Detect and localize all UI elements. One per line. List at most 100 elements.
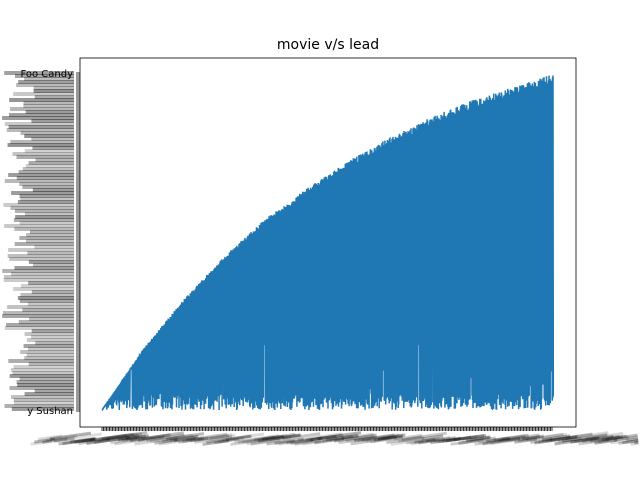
x-tick-label-mark bbox=[53, 436, 75, 443]
y-tick-label-mark bbox=[13, 365, 74, 369]
y-tick-label-mark bbox=[2, 269, 75, 273]
y-tick-label-mark bbox=[22, 185, 75, 189]
y-tick-label-mark bbox=[17, 200, 74, 204]
y-tick-label-mark bbox=[28, 281, 74, 285]
x-tick-label-mark bbox=[501, 434, 526, 441]
x-tick-label-mark bbox=[461, 434, 491, 442]
x-tick-label-mark bbox=[129, 433, 171, 443]
y-tick-label-mark bbox=[18, 320, 75, 324]
plot-frame bbox=[79, 57, 577, 428]
y-tick-label-mark bbox=[6, 128, 75, 132]
x-tick-label-mark bbox=[398, 436, 425, 443]
y-tick-label-mark bbox=[18, 170, 74, 174]
y-tick-label-mark bbox=[28, 317, 74, 321]
x-tick-label-mark bbox=[325, 433, 359, 442]
x-tick-label-mark bbox=[89, 432, 135, 442]
x-tick-label-mark bbox=[141, 431, 184, 441]
y-tick-label-mark bbox=[24, 332, 74, 336]
y-tick-label-mark bbox=[17, 296, 74, 300]
x-tick-label-mark bbox=[514, 437, 538, 444]
x-tick-label-mark bbox=[582, 434, 620, 444]
x-tick-label-mark bbox=[154, 438, 178, 445]
x-tick-label-mark bbox=[234, 434, 280, 444]
x-tick-label-mark bbox=[377, 434, 404, 441]
y-tick-label-mark bbox=[10, 140, 74, 144]
x-tick-label-mark bbox=[401, 431, 448, 441]
y-tick-label-mark bbox=[23, 101, 74, 105]
y-tick-labels: Foo Candy y Sushan bbox=[2, 69, 75, 417]
y-tick-label-mark bbox=[28, 362, 74, 366]
y-tick-label-mark bbox=[2, 314, 75, 318]
y-tick-label-mark bbox=[9, 386, 74, 390]
x-tick-label-mark bbox=[570, 434, 614, 444]
x-tick-label-mark bbox=[173, 436, 196, 443]
y-tick-label-top: Foo Candy bbox=[20, 69, 73, 80]
x-tick-label-mark bbox=[49, 431, 92, 441]
y-tick-label-mark bbox=[24, 356, 74, 360]
y-tick-label-mark bbox=[31, 119, 74, 123]
y-tick-label-mark bbox=[8, 173, 75, 177]
x-tick-label-mark bbox=[110, 437, 138, 445]
x-tick-label-mark bbox=[613, 435, 639, 442]
x-tick-label-mark bbox=[630, 441, 639, 446]
x-tick-label-mark bbox=[497, 433, 540, 443]
y-tick-label-mark bbox=[31, 137, 74, 141]
x-tick-label-mark bbox=[149, 433, 194, 443]
x-tick-label-mark bbox=[246, 436, 292, 446]
x-tick-label-mark bbox=[250, 438, 281, 446]
y-tick-label-bottom: y Sushan bbox=[27, 406, 73, 417]
x-tick-label-mark bbox=[549, 432, 593, 442]
x-tick-label-mark bbox=[62, 437, 97, 446]
y-tick-label-mark bbox=[23, 344, 74, 348]
y-tick-label-mark bbox=[11, 272, 75, 276]
x-tick-label-mark bbox=[574, 436, 598, 444]
y-tick-label-mark bbox=[4, 179, 74, 183]
x-tick-label-mark bbox=[189, 434, 230, 443]
x-tick-label-mark bbox=[434, 436, 462, 444]
x-tick-label-mark bbox=[297, 432, 343, 442]
y-tick-label-mark bbox=[4, 224, 74, 228]
y-tick-label-mark bbox=[14, 227, 75, 231]
x-tick-label-mark bbox=[165, 432, 205, 441]
y-tick-label-mark bbox=[31, 290, 75, 294]
x-tick-label-mark bbox=[333, 433, 377, 443]
y-tick-label-mark bbox=[9, 98, 75, 102]
x-tick-label-mark bbox=[145, 433, 185, 442]
x-tick-label-mark bbox=[286, 436, 323, 445]
y-tick-label-mark bbox=[20, 350, 74, 354]
y-tick-label-mark bbox=[24, 149, 74, 153]
x-tick-label-mark bbox=[321, 434, 354, 442]
x-tick-label-mark bbox=[505, 435, 529, 442]
x-tick-label-mark bbox=[230, 437, 270, 446]
y-tick-label-mark bbox=[26, 353, 74, 357]
x-tick-label-mark bbox=[545, 434, 579, 443]
x-tick-label-mark bbox=[294, 438, 322, 446]
x-tick-label-mark bbox=[585, 432, 624, 441]
y-tick-label-mark bbox=[4, 404, 75, 408]
x-tick-label-mark bbox=[34, 437, 56, 444]
x-tick-label-mark bbox=[486, 436, 510, 443]
x-tick-label-mark bbox=[521, 434, 544, 441]
y-tick-label-mark bbox=[35, 341, 74, 345]
y-tick-label-mark bbox=[25, 110, 74, 114]
x-tick-label-mark bbox=[302, 438, 332, 446]
x-tick-label-mark bbox=[225, 434, 253, 442]
x-tick-label-mark bbox=[70, 436, 96, 444]
x-tick-label-mark bbox=[490, 439, 511, 446]
x-tick-label-mark bbox=[453, 434, 485, 442]
x-tick-label-mark bbox=[45, 434, 77, 442]
y-ticks bbox=[76, 72, 80, 412]
x-tick-label-mark bbox=[178, 436, 209, 444]
x-tick-label-mark bbox=[218, 436, 245, 444]
y-tick-label-mark bbox=[15, 215, 74, 219]
y-tick-label-mark bbox=[14, 242, 75, 246]
x-tick-label-mark bbox=[509, 435, 540, 443]
y-tick-label-mark bbox=[24, 77, 74, 81]
y-tick-label-mark bbox=[32, 188, 74, 192]
x-tick-label-mark bbox=[281, 432, 321, 441]
y-tick-label-mark bbox=[34, 95, 74, 99]
x-tick-label-mark bbox=[206, 434, 251, 444]
y-tick-label-mark bbox=[19, 236, 75, 240]
y-tick-label-mark bbox=[9, 257, 74, 261]
